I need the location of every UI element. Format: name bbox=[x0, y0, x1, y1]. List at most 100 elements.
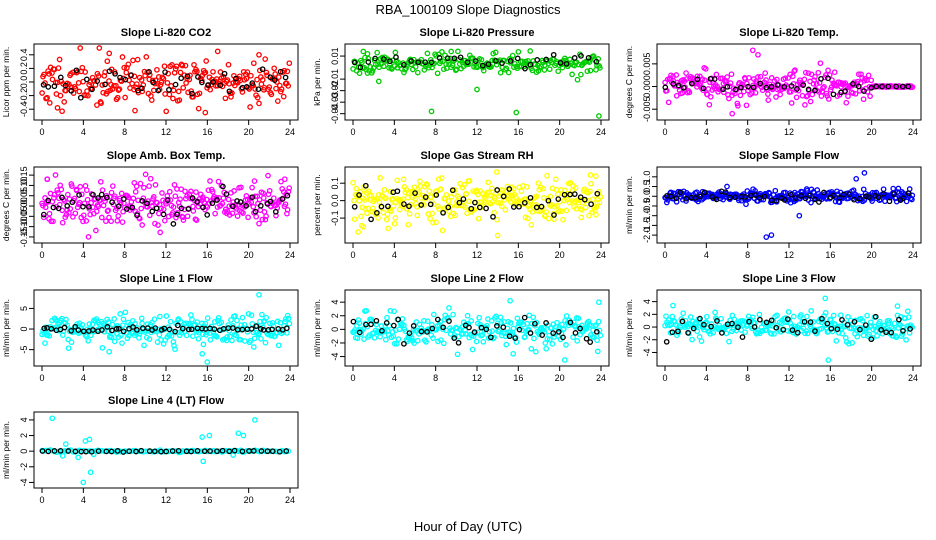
data-point bbox=[86, 204, 92, 210]
data-point bbox=[868, 84, 875, 91]
y-tick-label: -0.10 bbox=[19, 216, 29, 237]
data-point bbox=[575, 315, 582, 322]
data-point bbox=[113, 82, 119, 89]
data-point bbox=[903, 336, 909, 343]
x-tick-label: 16 bbox=[825, 250, 835, 260]
data-point bbox=[157, 229, 164, 236]
data-point bbox=[55, 189, 61, 196]
x-tick-label: 24 bbox=[596, 373, 606, 383]
data-point bbox=[269, 326, 275, 333]
data-point bbox=[384, 314, 390, 321]
data-point bbox=[735, 324, 741, 331]
data-point bbox=[40, 214, 47, 221]
data-point bbox=[135, 87, 141, 94]
data-point bbox=[40, 81, 47, 88]
data-point bbox=[395, 316, 402, 323]
data-point bbox=[80, 203, 86, 210]
data-point bbox=[239, 314, 246, 321]
data-point bbox=[686, 89, 693, 96]
data-point bbox=[85, 92, 91, 99]
data-point bbox=[285, 83, 292, 89]
y-axis-label: ml/min per min. bbox=[624, 176, 634, 234]
data-point bbox=[61, 324, 68, 331]
y-tick-label: 0.4 bbox=[19, 49, 29, 62]
data-point bbox=[95, 73, 102, 79]
data-point bbox=[780, 326, 787, 333]
data-point bbox=[439, 49, 445, 55]
data-point bbox=[679, 318, 686, 325]
data-point bbox=[152, 325, 159, 331]
x-tick-label: 20 bbox=[555, 127, 565, 137]
data-point bbox=[813, 81, 820, 87]
data-point bbox=[244, 328, 251, 335]
data-points bbox=[39, 291, 293, 365]
data-point bbox=[411, 184, 418, 191]
data-point bbox=[703, 313, 710, 320]
data-point bbox=[162, 69, 168, 75]
y-tick-label: 0.5 bbox=[642, 180, 652, 193]
data-point bbox=[251, 335, 258, 342]
data-point bbox=[363, 307, 370, 314]
data-point bbox=[262, 339, 269, 346]
data-point bbox=[836, 195, 843, 201]
data-point bbox=[350, 318, 357, 325]
data-point bbox=[863, 193, 869, 200]
data-point bbox=[234, 213, 241, 219]
data-point bbox=[711, 76, 718, 82]
data-point bbox=[421, 201, 427, 208]
data-point bbox=[51, 83, 58, 90]
data-point bbox=[357, 64, 364, 71]
data-point bbox=[673, 198, 680, 205]
data-point bbox=[514, 315, 521, 322]
data-point bbox=[357, 189, 363, 195]
x-tick-label: 24 bbox=[908, 127, 918, 137]
data-point bbox=[843, 99, 850, 106]
data-point bbox=[267, 198, 274, 205]
data-point bbox=[188, 326, 195, 333]
data-point bbox=[885, 83, 892, 90]
data-point bbox=[46, 210, 53, 217]
data-point bbox=[543, 56, 550, 63]
y-tick-label: -0.03 bbox=[330, 92, 340, 113]
data-point bbox=[195, 335, 202, 342]
x-tick-label: 24 bbox=[908, 250, 918, 260]
data-point bbox=[177, 196, 183, 203]
data-point bbox=[205, 82, 211, 88]
data-point bbox=[445, 204, 452, 211]
data-point bbox=[574, 338, 581, 344]
x-tick-label: 4 bbox=[81, 250, 86, 260]
y-tick-label: -0.15 bbox=[19, 227, 29, 248]
y-tick-label: 0.0 bbox=[330, 194, 340, 207]
y-tick-label: 0.1 bbox=[330, 177, 340, 190]
data-point bbox=[42, 204, 49, 211]
data-point bbox=[123, 69, 130, 76]
data-point bbox=[552, 176, 559, 183]
data-point bbox=[828, 325, 835, 332]
data-point bbox=[129, 204, 136, 211]
x-tick-label: 24 bbox=[285, 127, 295, 137]
data-point bbox=[189, 90, 195, 97]
y-tick-label: 2 bbox=[330, 313, 340, 318]
data-point bbox=[697, 315, 703, 322]
data-point bbox=[399, 316, 406, 322]
x-tick-label: 12 bbox=[472, 373, 482, 383]
data-point bbox=[593, 203, 600, 210]
data-point bbox=[146, 69, 152, 75]
data-point bbox=[403, 186, 410, 193]
data-point bbox=[119, 219, 126, 225]
data-point bbox=[64, 191, 71, 198]
data-point bbox=[694, 76, 701, 83]
data-point bbox=[99, 344, 106, 351]
data-point bbox=[532, 320, 538, 327]
data-point bbox=[555, 329, 562, 335]
data-point bbox=[104, 194, 110, 201]
data-point bbox=[42, 340, 48, 346]
data-point bbox=[248, 312, 255, 319]
data-point bbox=[143, 54, 150, 60]
data-point bbox=[156, 331, 163, 338]
data-point bbox=[393, 340, 400, 347]
data-point bbox=[229, 210, 236, 217]
data-point bbox=[755, 74, 761, 80]
data-point bbox=[54, 104, 61, 111]
data-point bbox=[564, 191, 571, 197]
